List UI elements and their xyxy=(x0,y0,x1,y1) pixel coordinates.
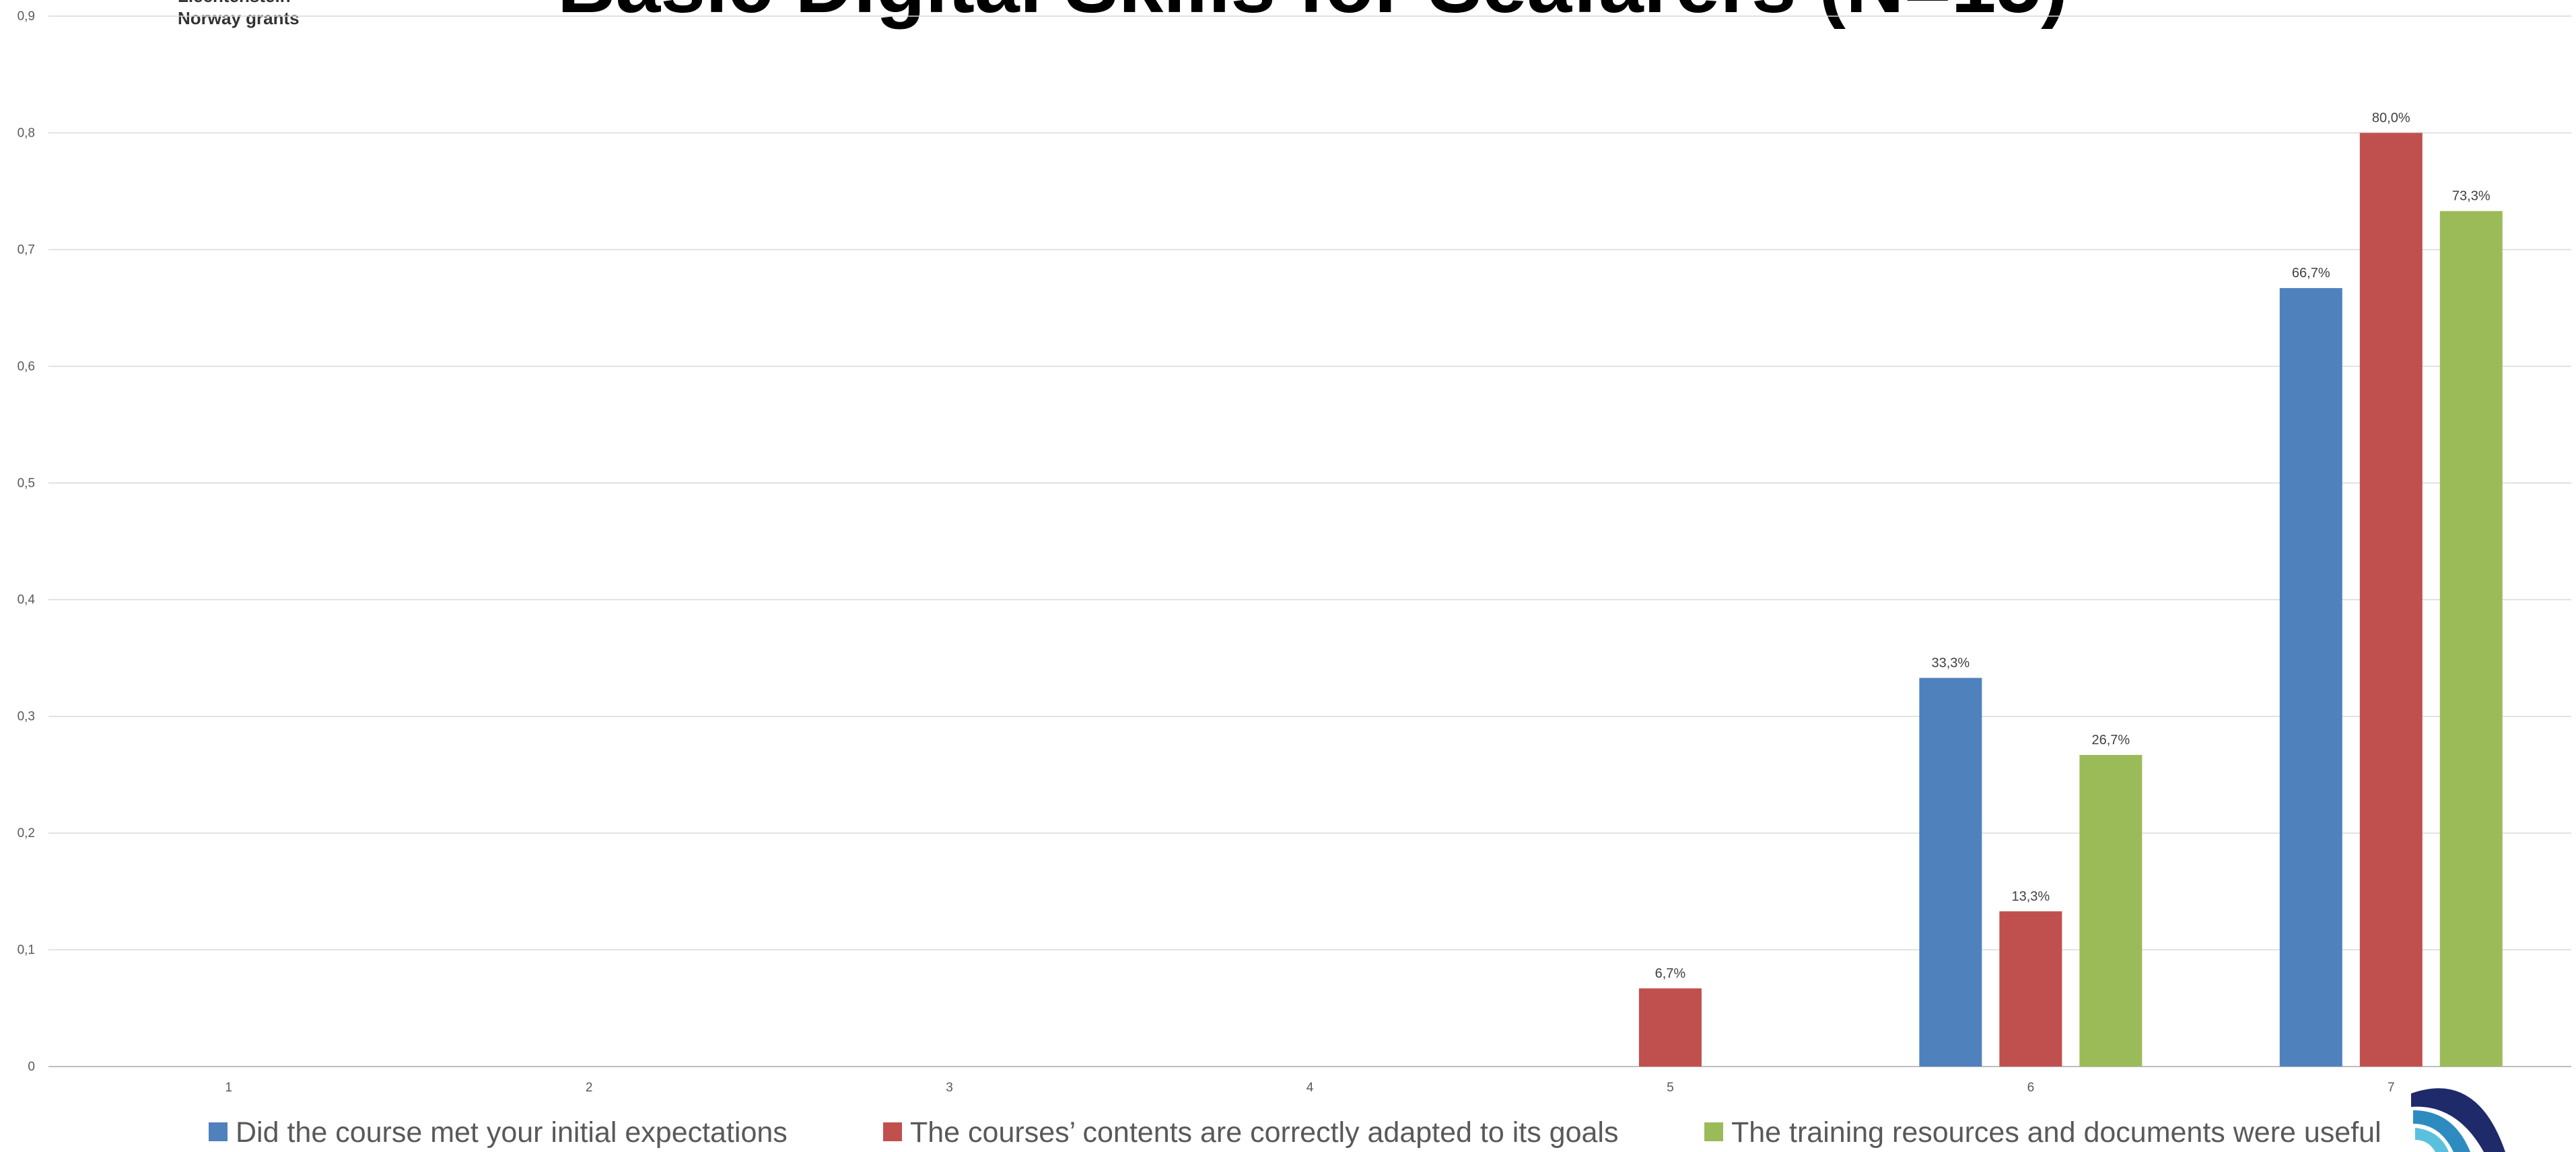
data-label: 33,3% xyxy=(1931,655,1970,670)
y-tick-label: 0,3 xyxy=(18,710,35,724)
x-tick-label: 3 xyxy=(946,1081,953,1095)
y-tick-label: 0,5 xyxy=(18,476,35,491)
bar xyxy=(2279,288,2342,1067)
y-tick-label: 0,7 xyxy=(18,243,35,257)
data-label: 26,7% xyxy=(2091,733,2130,748)
swoosh-light-icon xyxy=(2415,1128,2449,1152)
y-tick-label: 0,1 xyxy=(18,943,35,958)
y-axis-tick-labels: 0 0,1 0,2 0,3 0,4 0,5 0,6 0,7 0,8 0,9 xyxy=(18,9,36,1074)
y-tick-label: 0,8 xyxy=(18,126,35,140)
bar xyxy=(1999,911,2062,1067)
chart-title: Basic Digital Skills for Seafarers (N=15… xyxy=(557,0,2068,30)
data-label: 66,7% xyxy=(2292,266,2330,281)
y-tick-label: 0 xyxy=(28,1060,35,1074)
legend-label: The training resources and documents wer… xyxy=(1731,1116,2381,1149)
data-label: 6,7% xyxy=(1655,966,1686,981)
data-label: 73,3% xyxy=(2452,189,2491,204)
x-tick-label: 5 xyxy=(1667,1081,1674,1095)
bar xyxy=(2079,754,2143,1067)
chart-title-area: Basic Digital Skills for Seafarers (N=15… xyxy=(557,0,2068,30)
bar xyxy=(2359,133,2423,1067)
data-label: 13,3% xyxy=(2011,889,2050,904)
legend-swatch xyxy=(209,1122,228,1141)
x-tick-label: 2 xyxy=(586,1081,593,1095)
legend: Did the course met your initial expectat… xyxy=(209,1116,2381,1149)
x-tick-label: 6 xyxy=(2027,1081,2035,1095)
legend-label: The courses’ contents are correctly adap… xyxy=(910,1116,1618,1149)
x-tick-label: 1 xyxy=(225,1081,232,1095)
legend-swatch xyxy=(1704,1122,1723,1141)
x-tick-label: 7 xyxy=(2388,1081,2395,1095)
x-tick-label: 4 xyxy=(1307,1081,1314,1095)
bar xyxy=(1638,988,1702,1067)
bar xyxy=(2439,211,2503,1067)
bar xyxy=(1919,678,1982,1067)
swoosh-logo-icon xyxy=(2411,1088,2505,1152)
y-tick-label: 0,6 xyxy=(18,359,35,373)
logo-line-1: Liechtenstein xyxy=(178,0,291,6)
data-labels: 33,3% 66,7% 6,7% 13,3% 80,0% 26,7% 73,3% xyxy=(1655,110,2491,980)
swoosh-dark-icon xyxy=(2411,1088,2505,1152)
y-tick-label: 0,4 xyxy=(18,593,36,607)
data-label: 80,0% xyxy=(2372,110,2410,125)
y-tick-label: 0,9 xyxy=(18,9,35,24)
legend-label: Did the course met your initial expectat… xyxy=(236,1116,788,1149)
norway-grants-logo: Liechtenstein Norway grants xyxy=(178,0,300,28)
swoosh-mid-icon xyxy=(2413,1110,2470,1152)
gridlines xyxy=(48,15,2571,1067)
legend-swatch xyxy=(883,1122,902,1141)
x-axis-tick-labels: 1 2 3 4 5 6 7 xyxy=(225,1081,2394,1095)
logo-line-2: Norway grants xyxy=(178,8,300,28)
bars xyxy=(1638,133,2503,1067)
y-tick-label: 0,2 xyxy=(18,826,35,840)
